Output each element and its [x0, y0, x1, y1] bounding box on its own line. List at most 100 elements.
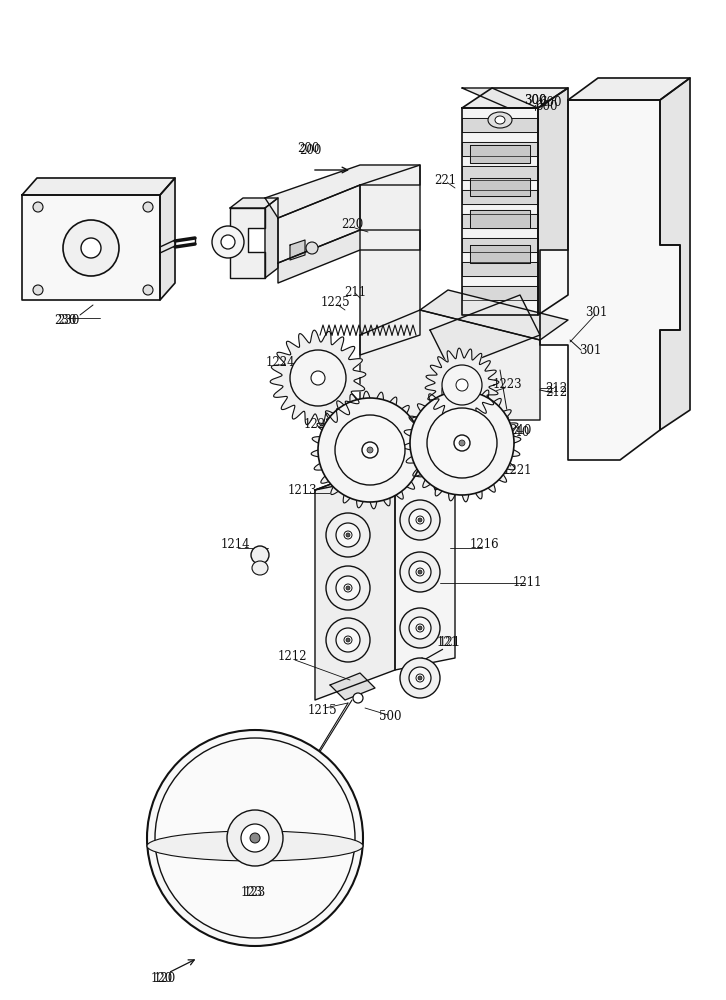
Ellipse shape	[416, 516, 424, 524]
Polygon shape	[315, 460, 395, 700]
Ellipse shape	[427, 408, 497, 478]
Ellipse shape	[221, 235, 235, 249]
Ellipse shape	[488, 112, 512, 128]
Ellipse shape	[416, 568, 424, 576]
Ellipse shape	[400, 658, 440, 698]
Text: 1224: 1224	[265, 356, 295, 368]
Text: 123: 123	[241, 886, 263, 900]
Ellipse shape	[326, 566, 370, 610]
Polygon shape	[22, 178, 175, 195]
Text: 1211: 1211	[513, 576, 542, 589]
Ellipse shape	[344, 531, 352, 539]
Text: 500: 500	[379, 710, 401, 724]
Text: 300: 300	[523, 94, 546, 106]
Polygon shape	[403, 384, 521, 502]
Polygon shape	[420, 290, 568, 340]
Ellipse shape	[212, 226, 244, 258]
Ellipse shape	[147, 730, 363, 946]
Text: 120: 120	[154, 972, 176, 984]
Ellipse shape	[367, 447, 373, 453]
Ellipse shape	[63, 220, 119, 276]
Ellipse shape	[33, 202, 43, 212]
Polygon shape	[278, 185, 360, 263]
Text: 1213: 1213	[287, 484, 317, 496]
Text: 1215: 1215	[307, 704, 337, 716]
Polygon shape	[470, 178, 530, 196]
Polygon shape	[462, 142, 538, 156]
Polygon shape	[462, 88, 538, 108]
Ellipse shape	[346, 533, 350, 537]
Ellipse shape	[459, 440, 465, 446]
Ellipse shape	[250, 833, 260, 843]
Polygon shape	[470, 210, 530, 228]
Text: 1225: 1225	[320, 296, 350, 308]
Polygon shape	[265, 165, 420, 218]
Polygon shape	[430, 295, 540, 370]
Text: 200: 200	[299, 143, 321, 156]
Ellipse shape	[335, 415, 405, 485]
Ellipse shape	[33, 285, 43, 295]
Polygon shape	[462, 118, 538, 132]
Polygon shape	[430, 465, 465, 490]
Text: 120: 120	[151, 972, 173, 984]
Polygon shape	[265, 198, 278, 278]
Polygon shape	[160, 178, 175, 300]
Ellipse shape	[326, 618, 370, 662]
Ellipse shape	[346, 638, 350, 642]
Ellipse shape	[409, 561, 431, 583]
Polygon shape	[290, 240, 305, 260]
Text: 123: 123	[244, 886, 266, 900]
Polygon shape	[360, 310, 540, 420]
Polygon shape	[462, 238, 538, 252]
Polygon shape	[230, 198, 278, 208]
Ellipse shape	[241, 824, 269, 852]
Ellipse shape	[416, 624, 424, 632]
Text: 240: 240	[507, 426, 529, 438]
Ellipse shape	[344, 584, 352, 592]
Ellipse shape	[81, 238, 101, 258]
Ellipse shape	[418, 626, 422, 630]
Text: 600: 600	[539, 97, 561, 109]
Polygon shape	[315, 448, 455, 490]
Ellipse shape	[344, 636, 352, 644]
Text: 1223: 1223	[492, 378, 522, 391]
Text: 230: 230	[54, 314, 76, 326]
Ellipse shape	[495, 116, 505, 124]
Ellipse shape	[409, 667, 431, 689]
Ellipse shape	[227, 810, 283, 866]
Text: 200: 200	[297, 141, 319, 154]
Ellipse shape	[252, 561, 268, 575]
Text: 211: 211	[344, 286, 366, 300]
Ellipse shape	[400, 500, 440, 540]
Polygon shape	[568, 78, 690, 100]
Polygon shape	[462, 190, 538, 204]
Text: 1216: 1216	[469, 538, 499, 552]
Polygon shape	[270, 330, 366, 426]
Ellipse shape	[418, 518, 422, 522]
Text: 220: 220	[341, 219, 363, 232]
Ellipse shape	[409, 617, 431, 639]
Ellipse shape	[400, 552, 440, 592]
Text: 301: 301	[579, 344, 601, 357]
Polygon shape	[360, 165, 420, 355]
Ellipse shape	[290, 350, 346, 406]
Polygon shape	[462, 286, 538, 300]
Ellipse shape	[409, 509, 431, 531]
Text: 1212: 1212	[277, 650, 307, 664]
Polygon shape	[462, 108, 538, 315]
Text: 221: 221	[434, 174, 456, 186]
Ellipse shape	[418, 676, 422, 680]
Text: 212: 212	[545, 381, 567, 394]
Ellipse shape	[362, 442, 378, 458]
Polygon shape	[425, 348, 499, 422]
Ellipse shape	[143, 285, 153, 295]
Polygon shape	[660, 78, 690, 430]
Ellipse shape	[326, 513, 370, 557]
Polygon shape	[311, 391, 429, 509]
Ellipse shape	[318, 398, 422, 502]
Polygon shape	[230, 208, 265, 278]
Text: 240: 240	[509, 424, 531, 436]
Ellipse shape	[454, 435, 470, 451]
Ellipse shape	[346, 586, 350, 590]
Polygon shape	[462, 214, 538, 228]
